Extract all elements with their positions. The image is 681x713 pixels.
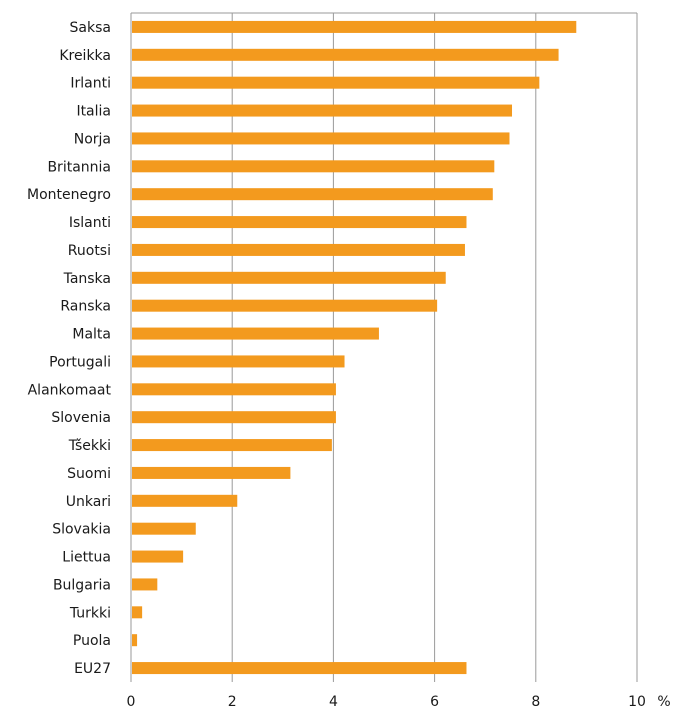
bar-1 (132, 48, 559, 61)
bar-20 (132, 578, 158, 591)
bar-0 (132, 20, 577, 33)
bar-4 (132, 132, 510, 145)
bar-13 (132, 383, 336, 396)
category-label: Kreikka (59, 48, 111, 64)
category-label: EU27 (74, 661, 111, 677)
category-label: Britannia (47, 159, 111, 175)
bar-17 (132, 494, 238, 507)
category-label: Irlanti (70, 76, 111, 92)
bar-3 (132, 104, 513, 117)
bar-6 (132, 188, 493, 201)
category-label: Suomi (67, 466, 111, 482)
x-tick-label: 6 (430, 694, 439, 710)
bar-18 (132, 522, 196, 535)
bar-16 (132, 466, 291, 479)
bar-19 (132, 550, 184, 563)
bar-21 (132, 606, 143, 619)
x-tick-labels: 0 2 4 6 8 10 (127, 694, 646, 710)
category-label: Montenegro (27, 187, 111, 203)
gridlines (130, 12, 638, 682)
bar-7 (132, 216, 467, 229)
bar-23 (132, 662, 467, 675)
category-label: Puola (73, 633, 111, 649)
bar-14 (132, 411, 336, 424)
bar-11 (132, 327, 379, 340)
bar-8 (132, 243, 465, 256)
category-label: Islanti (69, 215, 111, 231)
x-tick-label: 10 (628, 694, 646, 710)
category-label: Tanska (63, 271, 111, 287)
x-tick-label: 4 (329, 694, 338, 710)
category-label: Italia (76, 104, 111, 120)
category-label: Bulgaria (53, 577, 111, 593)
category-label: Alankomaat (28, 382, 112, 398)
category-label: Malta (72, 327, 111, 343)
x-axis-unit-label: % (657, 694, 670, 710)
category-labels: Saksa Kreikka Irlanti Italia Norja Britannia M… (27, 20, 112, 677)
bar-9 (132, 271, 446, 284)
category-label: Slovenia (51, 410, 111, 426)
category-label: Turkki (69, 605, 111, 621)
category-label: Ranska (60, 299, 111, 315)
bars (132, 20, 577, 675)
x-tick-label: 8 (531, 694, 540, 710)
category-label: Tšekki (68, 438, 111, 454)
x-tick-label: 2 (228, 694, 237, 710)
category-label: Saksa (70, 20, 111, 36)
bar-5 (132, 160, 495, 173)
x-tick-label: 0 (127, 694, 136, 710)
bar-2 (132, 76, 540, 89)
category-label: Slovakia (52, 522, 111, 538)
category-label: Norja (74, 131, 111, 147)
category-label: Ruotsi (68, 243, 111, 259)
category-label: Portugali (49, 354, 111, 370)
category-label: Liettua (62, 550, 111, 566)
bar-12 (132, 355, 345, 368)
bar-10 (132, 299, 438, 312)
bar-22 (132, 634, 138, 647)
category-label: Unkari (66, 494, 111, 510)
bar-15 (132, 439, 332, 452)
